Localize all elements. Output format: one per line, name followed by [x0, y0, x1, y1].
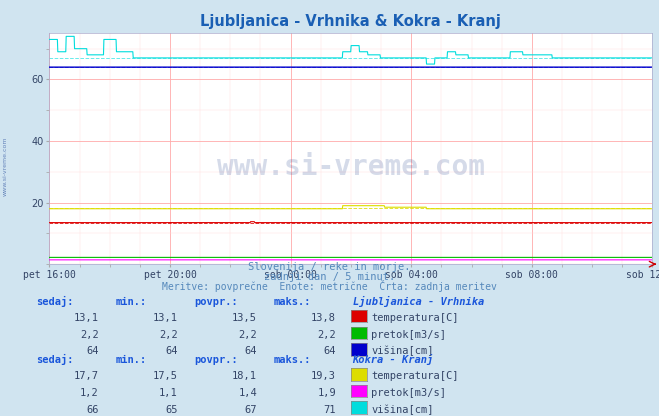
Text: višina[cm]: višina[cm]: [371, 346, 434, 357]
Text: 64: 64: [165, 347, 178, 357]
Text: 67: 67: [244, 405, 257, 415]
Text: 2,2: 2,2: [318, 330, 336, 340]
Text: Meritve: povprečne  Enote: metrične  Črta: zadnja meritev: Meritve: povprečne Enote: metrične Črta:…: [162, 280, 497, 292]
Text: 2,2: 2,2: [239, 330, 257, 340]
Text: 2,2: 2,2: [80, 330, 99, 340]
Text: min.:: min.:: [115, 355, 146, 365]
Text: višina[cm]: višina[cm]: [371, 404, 434, 415]
Text: povpr.:: povpr.:: [194, 297, 238, 307]
Text: zadnji dan / 5 minut.: zadnji dan / 5 minut.: [264, 272, 395, 282]
Text: 13,5: 13,5: [232, 313, 257, 323]
Text: 2,2: 2,2: [159, 330, 178, 340]
Text: 64: 64: [244, 347, 257, 357]
Text: www.si-vreme.com: www.si-vreme.com: [217, 153, 485, 181]
Text: www.si-vreme.com: www.si-vreme.com: [3, 136, 8, 196]
Text: 13,8: 13,8: [311, 313, 336, 323]
Text: pretok[m3/s]: pretok[m3/s]: [371, 330, 446, 340]
Text: Kokra - Kranj: Kokra - Kranj: [353, 354, 434, 365]
Text: 65: 65: [165, 405, 178, 415]
Text: 71: 71: [324, 405, 336, 415]
Text: 19,3: 19,3: [311, 371, 336, 381]
Text: 18,1: 18,1: [232, 371, 257, 381]
Text: min.:: min.:: [115, 297, 146, 307]
Text: temperatura[C]: temperatura[C]: [371, 371, 459, 381]
Text: 1,2: 1,2: [80, 388, 99, 398]
Text: 1,4: 1,4: [239, 388, 257, 398]
Text: 66: 66: [86, 405, 99, 415]
Text: Slovenija / reke in morje.: Slovenija / reke in morje.: [248, 262, 411, 272]
Text: 17,5: 17,5: [153, 371, 178, 381]
Text: sedaj:: sedaj:: [36, 354, 74, 365]
Text: 1,1: 1,1: [159, 388, 178, 398]
Text: 13,1: 13,1: [153, 313, 178, 323]
Text: maks.:: maks.:: [273, 297, 311, 307]
Text: 17,7: 17,7: [74, 371, 99, 381]
Text: 13,1: 13,1: [74, 313, 99, 323]
Text: 64: 64: [86, 347, 99, 357]
Text: 64: 64: [324, 347, 336, 357]
Text: sedaj:: sedaj:: [36, 295, 74, 307]
Title: Ljubljanica - Vrhnika & Kokra - Kranj: Ljubljanica - Vrhnika & Kokra - Kranj: [200, 14, 501, 30]
Text: temperatura[C]: temperatura[C]: [371, 313, 459, 323]
Text: povpr.:: povpr.:: [194, 355, 238, 365]
Text: maks.:: maks.:: [273, 355, 311, 365]
Text: pretok[m3/s]: pretok[m3/s]: [371, 388, 446, 398]
Text: 1,9: 1,9: [318, 388, 336, 398]
Text: Ljubljanica - Vrhnika: Ljubljanica - Vrhnika: [353, 295, 484, 307]
